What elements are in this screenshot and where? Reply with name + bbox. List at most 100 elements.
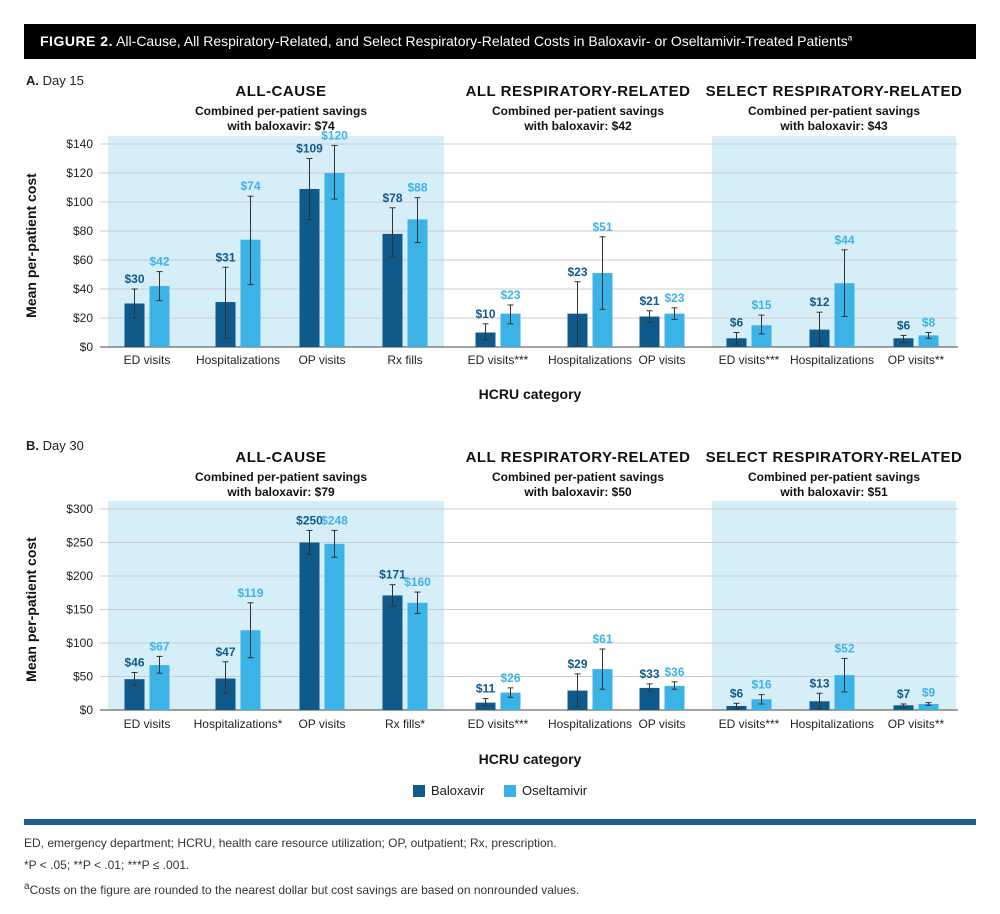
x-category-label: ED visits*** bbox=[719, 717, 780, 731]
group-subtitle: Combined per-patient savings bbox=[748, 104, 920, 118]
data-label-baloxavir: $29 bbox=[567, 657, 587, 671]
data-label-oseltamivir: $16 bbox=[751, 678, 771, 692]
bar-oseltamivir bbox=[834, 675, 855, 710]
x-category-label: ED visits bbox=[124, 353, 171, 367]
group-savings: with baloxavir: $50 bbox=[523, 485, 632, 499]
data-label-baloxavir: $6 bbox=[730, 316, 744, 330]
y-tick-label: $20 bbox=[73, 311, 93, 325]
x-category-label: ED visits bbox=[124, 717, 171, 731]
footnote-rounding-superscript: a bbox=[24, 881, 30, 892]
y-tick-label: $80 bbox=[73, 224, 93, 238]
data-label-baloxavir: $23 bbox=[567, 265, 587, 279]
data-label-baloxavir: $6 bbox=[897, 318, 911, 332]
data-label-baloxavir: $46 bbox=[124, 655, 144, 669]
data-label-oseltamivir: $44 bbox=[834, 233, 854, 247]
x-category-label: Hospitalizations bbox=[548, 353, 632, 367]
y-axis-title: Mean per-patient cost bbox=[23, 537, 39, 682]
y-tick-label: $0 bbox=[80, 340, 94, 354]
bar-baloxavir bbox=[639, 316, 660, 347]
data-label-oseltamivir: $8 bbox=[922, 316, 936, 330]
legend-label-oseltamivir: Oseltamivir bbox=[522, 783, 588, 798]
y-tick-label: $300 bbox=[66, 502, 93, 516]
data-label-oseltamivir: $88 bbox=[407, 181, 427, 195]
group-title: ALL RESPIRATORY-RELATED bbox=[466, 449, 691, 466]
data-label-oseltamivir: $248 bbox=[321, 513, 348, 527]
y-tick-label: $100 bbox=[66, 636, 93, 650]
y-tick-label: $60 bbox=[73, 253, 93, 267]
legend-swatch-oseltamivir bbox=[504, 784, 517, 797]
y-tick-label: $50 bbox=[73, 670, 93, 684]
x-category-label: Rx fills* bbox=[385, 717, 425, 731]
panel-day: Day 30 bbox=[39, 438, 84, 453]
data-label-oseltamivir: $26 bbox=[500, 671, 520, 685]
figure-label: FIGURE 2. bbox=[40, 33, 113, 49]
data-label-baloxavir: $250 bbox=[296, 513, 323, 527]
bar-baloxavir bbox=[124, 303, 145, 347]
footnote-rounding: Costs on the figure are rounded to the n… bbox=[29, 883, 580, 897]
x-category-label: OP visits** bbox=[888, 353, 945, 367]
group-shade-a-2 bbox=[712, 136, 956, 347]
bar-oseltamivir bbox=[664, 685, 685, 710]
bar-baloxavir bbox=[639, 687, 660, 710]
data-label-oseltamivir: $51 bbox=[592, 220, 612, 234]
x-category-label: ED visits*** bbox=[719, 353, 780, 367]
figure-title: All-Cause, All Respiratory-Related, and … bbox=[116, 33, 848, 49]
data-label-oseltamivir: $23 bbox=[664, 291, 684, 305]
data-label-oseltamivir: $15 bbox=[751, 298, 771, 312]
bar-oseltamivir bbox=[324, 173, 345, 347]
bar-baloxavir bbox=[299, 188, 320, 347]
x-category-label: Hospitalizations bbox=[548, 717, 632, 731]
group-savings: with baloxavir: $74 bbox=[226, 119, 335, 133]
data-label-baloxavir: $33 bbox=[639, 667, 659, 681]
data-label-oseltamivir: $36 bbox=[664, 665, 684, 679]
data-label-oseltamivir: $42 bbox=[149, 255, 169, 269]
group-title: ALL RESPIRATORY-RELATED bbox=[466, 83, 691, 100]
y-tick-label: $40 bbox=[73, 282, 93, 296]
data-label-baloxavir: $30 bbox=[124, 272, 144, 286]
group-subtitle: Combined per-patient savings bbox=[492, 470, 664, 484]
group-shade-b-2 bbox=[712, 501, 956, 710]
data-label-oseltamivir: $52 bbox=[834, 641, 854, 655]
data-label-baloxavir: $12 bbox=[809, 295, 829, 309]
y-tick-label: $100 bbox=[66, 195, 93, 209]
y-tick-label: $120 bbox=[66, 166, 93, 180]
bar-baloxavir bbox=[124, 679, 145, 710]
data-label-oseltamivir: $67 bbox=[149, 639, 169, 653]
y-tick-label: $0 bbox=[80, 703, 94, 717]
chart-area: $0 $20 $40 $60 $80 $100 $120 $140 A. Day 15 Mean … bbox=[23, 73, 963, 767]
x-category-label: Hospitalizations bbox=[196, 353, 280, 367]
bar-oseltamivir bbox=[751, 325, 772, 347]
data-label-baloxavir: $21 bbox=[639, 294, 659, 308]
bar-oseltamivir bbox=[918, 335, 939, 347]
figure-title-bar: FIGURE 2. All-Cause, All Respiratory-Rel… bbox=[24, 24, 976, 59]
bar-baloxavir bbox=[299, 542, 320, 710]
bar-baloxavir bbox=[382, 595, 403, 710]
panel-letter: B. bbox=[26, 438, 39, 453]
footnote-abbreviations: ED, emergency department; HCRU, health c… bbox=[24, 836, 557, 850]
bar-oseltamivir bbox=[240, 630, 261, 710]
panel-label-b: B. Day 30 bbox=[26, 438, 84, 453]
group-savings: with baloxavir: $51 bbox=[779, 485, 888, 499]
footnotes: ED, emergency department; HCRU, health c… bbox=[24, 832, 976, 901]
x-category-label: Hospitalizations* bbox=[194, 717, 283, 731]
bar-oseltamivir bbox=[149, 286, 170, 347]
group-title: ALL-CAUSE bbox=[235, 449, 326, 466]
y-tick-label: $250 bbox=[66, 536, 93, 550]
bar-oseltamivir bbox=[592, 273, 613, 347]
group-title: SELECT RESPIRATORY-RELATED bbox=[706, 83, 963, 100]
group-subtitle: Combined per-patient savings bbox=[195, 470, 367, 484]
legend-label-baloxavir: Baloxavir bbox=[430, 783, 485, 798]
data-label-baloxavir: $11 bbox=[476, 682, 496, 696]
bar-oseltamivir bbox=[918, 703, 939, 710]
panel-label-a: A. Day 15 bbox=[26, 73, 84, 88]
bar-oseltamivir bbox=[751, 699, 772, 710]
group-savings: with baloxavir: $43 bbox=[779, 119, 888, 133]
y-tick-label: $200 bbox=[66, 569, 93, 583]
x-axis-title: HCRU category bbox=[479, 751, 582, 767]
x-category-label: Hospitalizations bbox=[790, 353, 874, 367]
data-label-baloxavir: $10 bbox=[475, 307, 495, 321]
bar-oseltamivir bbox=[500, 692, 521, 710]
bar-baloxavir bbox=[382, 233, 403, 347]
data-label-baloxavir: $31 bbox=[215, 250, 235, 264]
x-axis-title: HCRU category bbox=[479, 386, 582, 402]
